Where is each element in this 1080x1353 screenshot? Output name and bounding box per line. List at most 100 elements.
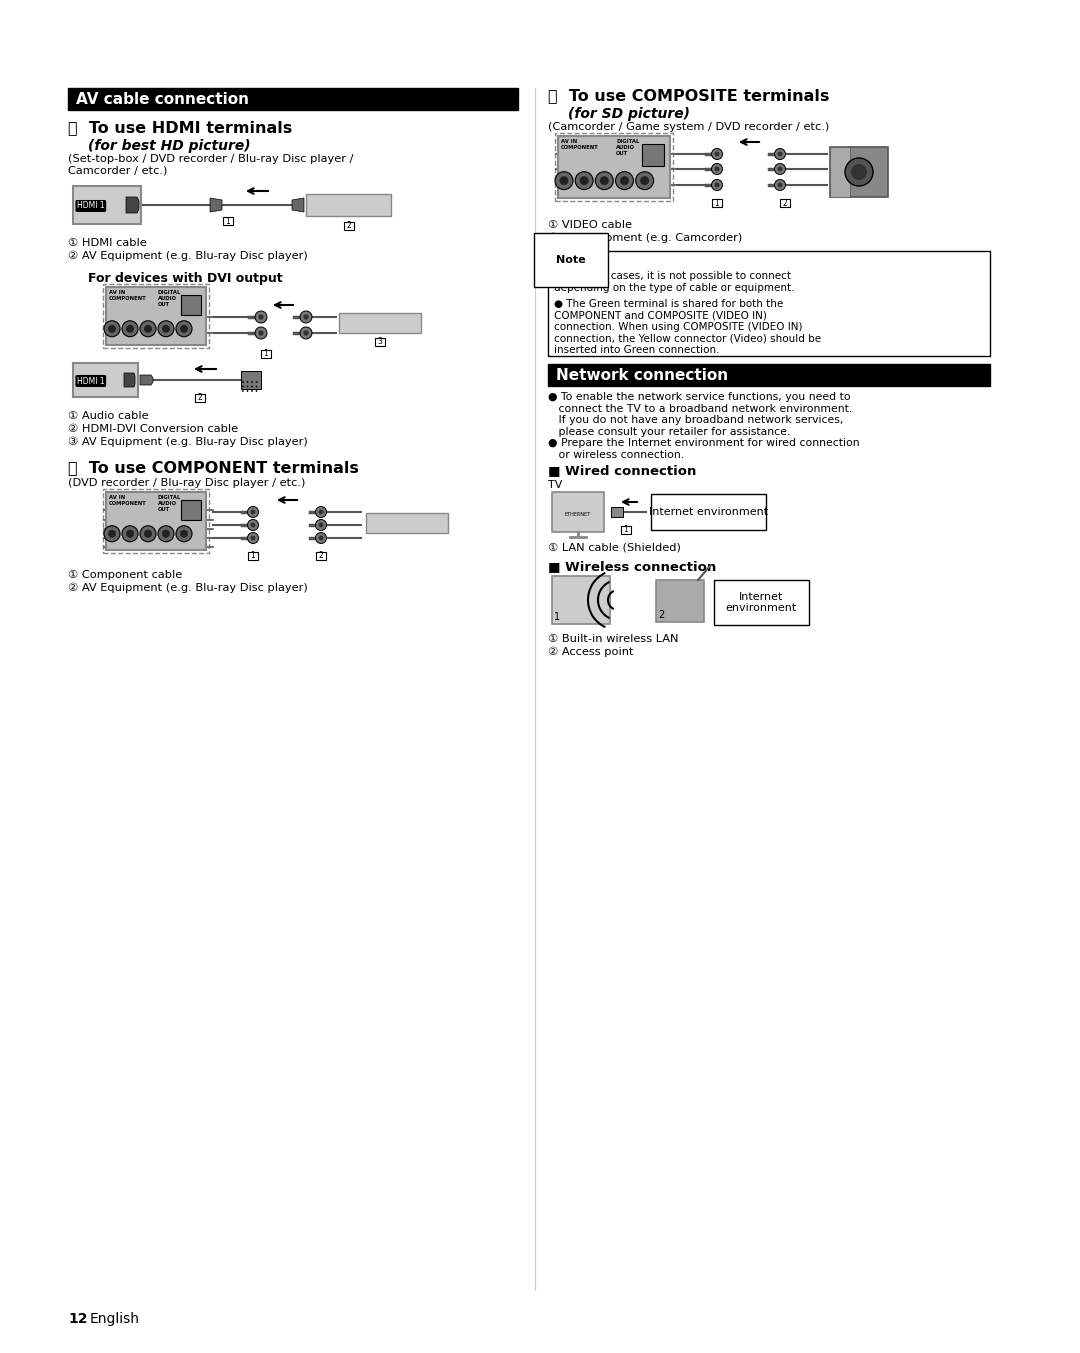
Text: (Set-top-box / DVD recorder / Blu-ray Disc player /
Camcorder / etc.): (Set-top-box / DVD recorder / Blu-ray Di… <box>68 154 353 176</box>
Text: Ⓐ  To use HDMI terminals: Ⓐ To use HDMI terminals <box>68 120 293 135</box>
Text: 2: 2 <box>319 552 323 560</box>
Polygon shape <box>126 198 139 212</box>
Bar <box>831 147 850 198</box>
Polygon shape <box>140 375 153 386</box>
Circle shape <box>576 172 593 189</box>
Circle shape <box>242 386 244 387</box>
Circle shape <box>251 536 256 540</box>
Circle shape <box>180 325 188 333</box>
Bar <box>555 133 673 202</box>
Circle shape <box>158 526 174 541</box>
Bar <box>106 287 206 345</box>
Circle shape <box>108 325 116 333</box>
Circle shape <box>715 183 719 188</box>
Bar <box>611 507 623 517</box>
Bar <box>241 371 261 390</box>
Circle shape <box>247 533 258 544</box>
Circle shape <box>640 176 649 185</box>
Text: (for best HD picture): (for best HD picture) <box>87 139 251 153</box>
Text: ① LAN cable (Shielded): ① LAN cable (Shielded) <box>548 543 680 552</box>
Text: 1: 1 <box>554 612 561 622</box>
Text: ② Access point: ② Access point <box>548 647 634 658</box>
Circle shape <box>778 183 783 188</box>
Text: AV cable connection: AV cable connection <box>76 92 249 107</box>
Text: AV IN
COMPONENT: AV IN COMPONENT <box>561 139 598 150</box>
Circle shape <box>580 176 589 185</box>
Text: ① Audio cable: ① Audio cable <box>68 411 149 421</box>
Circle shape <box>712 180 723 191</box>
Bar <box>222 216 233 225</box>
Polygon shape <box>124 373 135 387</box>
Text: ■ Wireless connection: ■ Wireless connection <box>548 560 716 574</box>
Text: Ⓑ  To use COMPONENT terminals: Ⓑ To use COMPONENT terminals <box>68 460 359 475</box>
Text: DIGITAL
AUDIO
OUT: DIGITAL AUDIO OUT <box>617 139 639 156</box>
Text: Internet environment: Internet environment <box>649 507 768 517</box>
Circle shape <box>144 325 152 333</box>
Text: English: English <box>90 1312 140 1326</box>
Circle shape <box>251 382 253 383</box>
Text: For devices with DVI output: For devices with DVI output <box>87 272 283 285</box>
Circle shape <box>599 176 609 185</box>
Circle shape <box>251 522 256 528</box>
Circle shape <box>251 386 253 387</box>
Circle shape <box>712 164 723 175</box>
Bar <box>106 492 206 551</box>
Circle shape <box>616 172 634 189</box>
Bar <box>375 338 384 346</box>
Bar <box>103 284 210 348</box>
Text: 2: 2 <box>783 199 787 207</box>
Bar <box>248 552 258 560</box>
Circle shape <box>712 149 723 160</box>
Bar <box>552 576 610 624</box>
Bar <box>181 501 201 521</box>
Text: 2: 2 <box>346 222 351 230</box>
Text: TV: TV <box>548 480 563 490</box>
Text: ① Built-in wireless LAN: ① Built-in wireless LAN <box>548 635 678 644</box>
Text: 2: 2 <box>658 610 664 620</box>
Text: AV IN
COMPONENT: AV IN COMPONENT <box>109 495 147 506</box>
Bar <box>780 199 789 207</box>
Circle shape <box>108 530 116 537</box>
Circle shape <box>251 390 253 392</box>
Circle shape <box>555 172 573 189</box>
Bar <box>103 488 210 553</box>
Bar <box>261 350 271 359</box>
Text: HDMI 1: HDMI 1 <box>77 376 105 386</box>
Circle shape <box>122 321 138 337</box>
Text: AV IN
COMPONENT: AV IN COMPONENT <box>109 290 147 300</box>
Circle shape <box>319 522 324 528</box>
Circle shape <box>559 176 568 185</box>
Circle shape <box>140 526 156 541</box>
Text: ETHERNET: ETHERNET <box>565 511 591 517</box>
Circle shape <box>122 526 138 541</box>
Bar <box>656 580 704 622</box>
Circle shape <box>246 386 248 387</box>
Bar <box>558 137 670 198</box>
Text: 1: 1 <box>251 552 255 560</box>
Text: ● Prepare the Internet environment for wired connection
   or wireless connectio: ● Prepare the Internet environment for w… <box>548 438 860 460</box>
Bar <box>343 222 353 230</box>
Circle shape <box>774 164 785 175</box>
Text: ② AV Equipment (e.g. Blu-ray Disc player): ② AV Equipment (e.g. Blu-ray Disc player… <box>68 252 308 261</box>
Circle shape <box>315 506 326 517</box>
Text: ② HDMI-DVI Conversion cable: ② HDMI-DVI Conversion cable <box>68 423 238 434</box>
Bar <box>621 526 631 534</box>
Circle shape <box>104 321 120 337</box>
Polygon shape <box>292 198 303 212</box>
Bar <box>548 364 990 386</box>
Text: ② AV Equipment (e.g. Blu-ray Disc player): ② AV Equipment (e.g. Blu-ray Disc player… <box>68 583 308 594</box>
Bar <box>316 552 326 560</box>
Circle shape <box>242 390 244 392</box>
Bar <box>651 494 766 530</box>
Text: ① Component cable: ① Component cable <box>68 570 183 580</box>
Circle shape <box>851 164 867 180</box>
Circle shape <box>158 321 174 337</box>
Text: 1: 1 <box>715 199 719 207</box>
Polygon shape <box>210 198 222 212</box>
Bar <box>642 143 664 165</box>
Bar <box>831 147 888 198</box>
Circle shape <box>180 530 188 537</box>
Circle shape <box>251 510 256 514</box>
Text: ■ Wired connection: ■ Wired connection <box>548 464 697 478</box>
Circle shape <box>258 314 264 319</box>
